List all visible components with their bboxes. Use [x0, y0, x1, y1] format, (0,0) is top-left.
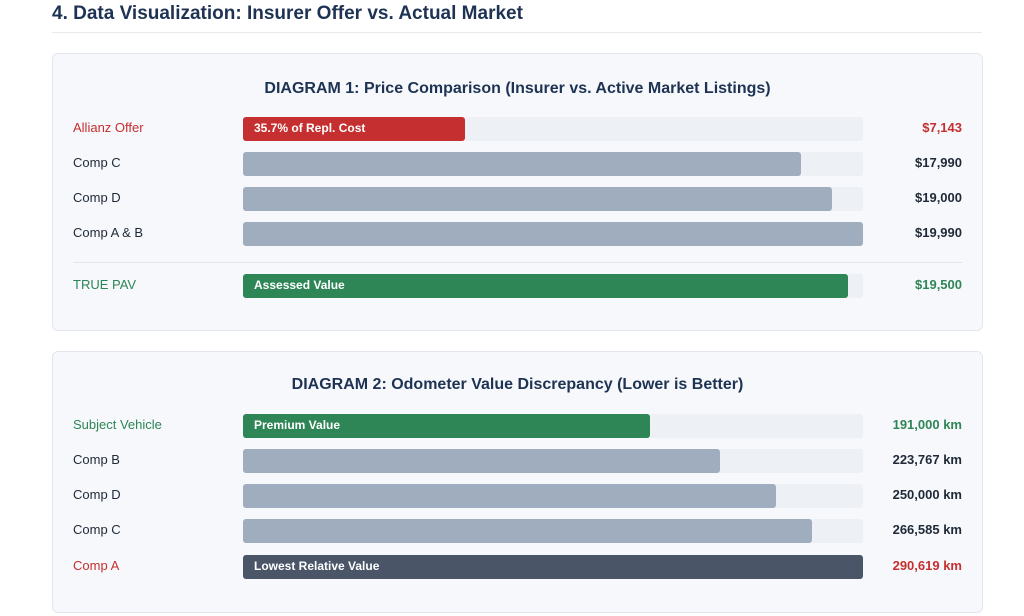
- bar-track: [243, 449, 863, 473]
- bar: [243, 484, 776, 508]
- bar-track: [243, 484, 863, 508]
- bar: [243, 519, 812, 543]
- bar-label: Comp D: [73, 487, 121, 502]
- bar: [243, 222, 863, 246]
- bar-track: Assessed Value: [243, 274, 863, 298]
- title-divider: [52, 32, 982, 33]
- bar-row: Comp A Lowest Relative Value 290,619 km: [53, 555, 982, 579]
- bar-row: Subject Vehicle Premium Value 191,000 km: [53, 414, 982, 438]
- bar-inline-label: Assessed Value: [254, 278, 345, 292]
- bar-value-label: $19,500: [915, 277, 962, 292]
- section-title: 4. Data Visualization: Insurer Offer vs.…: [52, 3, 523, 24]
- bar-label: Comp C: [73, 522, 121, 537]
- bar: [243, 449, 720, 473]
- bar: [243, 187, 832, 211]
- divider: [73, 262, 962, 263]
- bar: 35.7% of Repl. Cost: [243, 117, 465, 141]
- bar-row: Allianz Offer 35.7% of Repl. Cost $7,143: [53, 117, 982, 141]
- odometer-comparison-panel: DIAGRAM 2: Odometer Value Discrepancy (L…: [52, 351, 983, 613]
- diagram-2-title: DIAGRAM 2: Odometer Value Discrepancy (L…: [291, 376, 744, 393]
- bar-inline-label: Premium Value: [254, 418, 341, 432]
- bar-label: Subject Vehicle: [73, 417, 162, 432]
- bar-track: Lowest Relative Value: [243, 555, 863, 579]
- bar-inline-label: 35.7% of Repl. Cost: [254, 121, 366, 135]
- bar-track: [243, 152, 863, 176]
- bar-track: [243, 222, 863, 246]
- bar-value-label: 223,767 km: [892, 452, 962, 467]
- bar-label: Comp D: [73, 190, 121, 205]
- bar: Premium Value: [243, 414, 650, 438]
- bar-value-label: 290,619 km: [892, 558, 962, 573]
- bar-row: Comp A & B $19,990: [53, 222, 982, 246]
- bar-row: TRUE PAV Assessed Value $19,500: [53, 274, 982, 298]
- bar-inline-label: Lowest Relative Value: [254, 559, 380, 573]
- bar-label: Comp A: [73, 558, 120, 573]
- bar-label: Comp B: [73, 452, 120, 467]
- bar-value-label: 250,000 km: [892, 487, 962, 502]
- bar: [243, 152, 801, 176]
- bar-label: TRUE PAV: [73, 277, 137, 292]
- bar-row: Comp B 223,767 km: [53, 449, 982, 473]
- bar-value-label: 191,000 km: [892, 417, 962, 432]
- bar-track: [243, 519, 863, 543]
- bar: Assessed Value: [243, 274, 848, 298]
- bar-value-label: $19,000: [915, 190, 962, 205]
- bar-row: Comp D 250,000 km: [53, 484, 982, 508]
- bar-label: Comp A & B: [73, 225, 144, 240]
- bar-row: Comp D $19,000: [53, 187, 982, 211]
- bar: Lowest Relative Value: [243, 555, 863, 579]
- bar-value-label: 266,585 km: [892, 522, 962, 537]
- bar-track: Premium Value: [243, 414, 863, 438]
- diagram-1-title: DIAGRAM 1: Price Comparison (Insurer vs.…: [264, 80, 771, 97]
- price-comparison-panel: DIAGRAM 1: Price Comparison (Insurer vs.…: [52, 53, 983, 331]
- bar-label: Allianz Offer: [73, 120, 144, 135]
- bar-value-label: $7,143: [922, 120, 962, 135]
- bar-label: Comp C: [73, 155, 121, 170]
- bar-track: 35.7% of Repl. Cost: [243, 117, 863, 141]
- bar-value-label: $17,990: [915, 155, 962, 170]
- bar-row: Comp C 266,585 km: [53, 519, 982, 543]
- bar-row: Comp C $17,990: [53, 152, 982, 176]
- bar-value-label: $19,990: [915, 225, 962, 240]
- bar-track: [243, 187, 863, 211]
